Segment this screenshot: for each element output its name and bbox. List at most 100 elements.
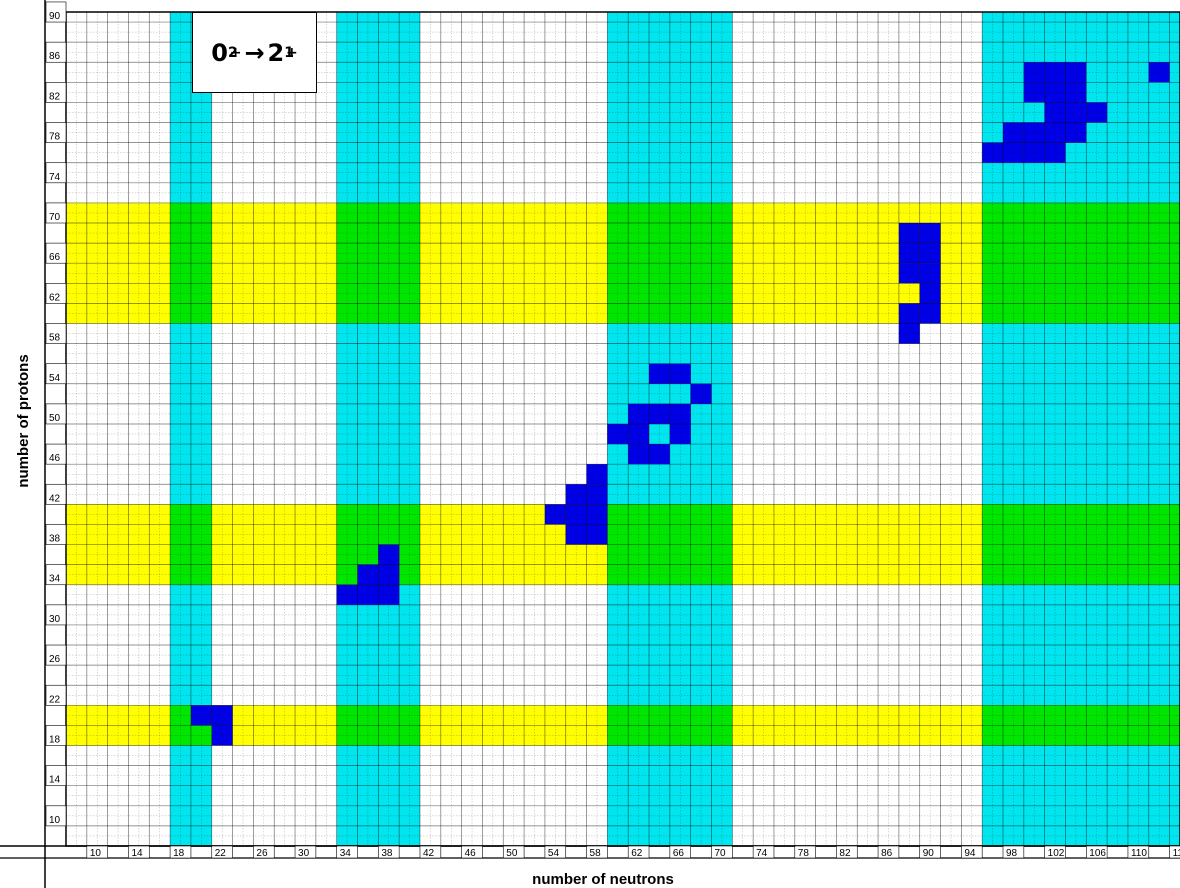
x-tick-label: 70 <box>714 848 726 859</box>
transition-label-box: 0 2 + → 2 1 + <box>192 12 317 93</box>
data-cell <box>565 524 587 545</box>
y-axis-title: number of protons <box>15 354 32 487</box>
data-cell <box>565 504 587 525</box>
y-tick-box <box>45 41 67 63</box>
data-cell <box>565 484 587 505</box>
data-cell <box>586 484 608 505</box>
x-tick-label: 114 <box>1173 848 1180 859</box>
data-cell <box>1065 102 1087 123</box>
x-tick-label: 110 <box>1131 848 1147 859</box>
x-tick-box <box>86 845 108 859</box>
x-tick-box <box>378 845 400 859</box>
y-tick-box <box>45 805 67 827</box>
x-tick-box <box>419 845 442 859</box>
data-cell <box>649 444 670 465</box>
initial-spin: 0 <box>211 38 228 67</box>
x-tick-label: 30 <box>298 848 310 859</box>
final-spin: 2 <box>267 38 285 67</box>
final-parity: + <box>286 44 298 61</box>
data-cell <box>628 444 650 465</box>
data-cell <box>1003 142 1024 163</box>
y-tick-label: 86 <box>49 51 61 62</box>
x-tick-box <box>211 845 233 859</box>
x-tick-box <box>836 845 858 859</box>
data-cell <box>190 705 212 726</box>
data-cell <box>669 403 691 424</box>
data-cell <box>690 383 712 404</box>
data-cell <box>1148 62 1170 83</box>
x-tick-label: 46 <box>465 848 477 859</box>
data-cell <box>378 564 400 585</box>
y-tick-box <box>45 443 67 465</box>
y-tick-label: 74 <box>49 172 61 183</box>
x-tick-label: 102 <box>1048 848 1065 859</box>
final-index: 1 <box>284 44 294 61</box>
y-tick-box <box>45 403 67 425</box>
x-tick-label: 106 <box>1089 848 1106 859</box>
y-tick-label: 46 <box>49 453 61 464</box>
data-cell <box>649 403 670 424</box>
data-cell <box>1044 102 1066 123</box>
transition-arrow: → <box>244 38 265 67</box>
data-cell <box>1044 122 1066 143</box>
y-tick-label: 42 <box>49 493 61 504</box>
x-tick-box <box>336 845 358 859</box>
data-cell <box>378 584 400 605</box>
data-cell <box>586 524 608 545</box>
x-tick-label: 34 <box>340 848 352 859</box>
y-tick-box <box>45 604 67 626</box>
y-tick-label: 50 <box>49 413 61 424</box>
x-tick-box <box>1002 845 1025 859</box>
x-axis-title: number of neutrons <box>532 871 674 888</box>
x-tick-label: 78 <box>798 848 810 859</box>
data-cell <box>669 423 691 445</box>
y-tick-label: 90 <box>49 11 61 22</box>
data-cell <box>1003 122 1024 143</box>
x-tick-label: 94 <box>964 848 976 859</box>
x-tick-box <box>294 845 317 859</box>
x-tick-label: 26 <box>256 848 268 859</box>
y-tick-box <box>45 684 67 706</box>
x-tick-label: 50 <box>506 848 518 859</box>
y-tick-box <box>45 242 67 264</box>
y-tick-label: 70 <box>49 212 61 223</box>
y-tick-box <box>45 82 67 103</box>
data-cell <box>628 423 650 445</box>
x-tick-label: 38 <box>381 848 393 859</box>
y-tick-label: 38 <box>49 534 61 545</box>
y-tick-label: 62 <box>49 292 61 303</box>
x-tick-box <box>502 845 525 859</box>
data-cell <box>211 705 233 726</box>
x-tick-box <box>711 845 733 859</box>
x-tick-box <box>128 845 150 859</box>
data-cell <box>1023 142 1045 163</box>
data-cell <box>1065 122 1087 143</box>
initial-index: 2 <box>227 44 238 61</box>
x-tick-box <box>1044 845 1066 859</box>
y-tick-label: 58 <box>49 333 61 344</box>
x-tick-label: 22 <box>215 848 227 859</box>
y-tick-box <box>45 202 67 224</box>
y-tick-label: 26 <box>49 654 61 665</box>
data-cell <box>211 725 233 746</box>
data-cell <box>982 142 1004 163</box>
y-tick-box <box>45 524 67 545</box>
x-tick-label: 98 <box>1006 848 1018 859</box>
x-tick-label: 10 <box>90 848 102 859</box>
data-cell <box>586 504 608 525</box>
x-tick-label: 14 <box>131 848 143 859</box>
x-tick-label: 54 <box>548 848 560 859</box>
x-tick-box <box>169 845 192 859</box>
x-tick-box <box>877 845 900 859</box>
data-cell <box>1044 82 1066 103</box>
data-cell <box>1065 62 1087 83</box>
y-tick-box <box>45 1 67 23</box>
x-tick-box <box>752 845 775 859</box>
x-tick-box <box>627 845 650 859</box>
x-tick-box <box>919 845 941 859</box>
y-tick-label: 14 <box>49 775 61 786</box>
y-tick-box <box>45 283 67 304</box>
data-cell <box>357 564 379 585</box>
y-tick-label: 22 <box>49 694 61 705</box>
